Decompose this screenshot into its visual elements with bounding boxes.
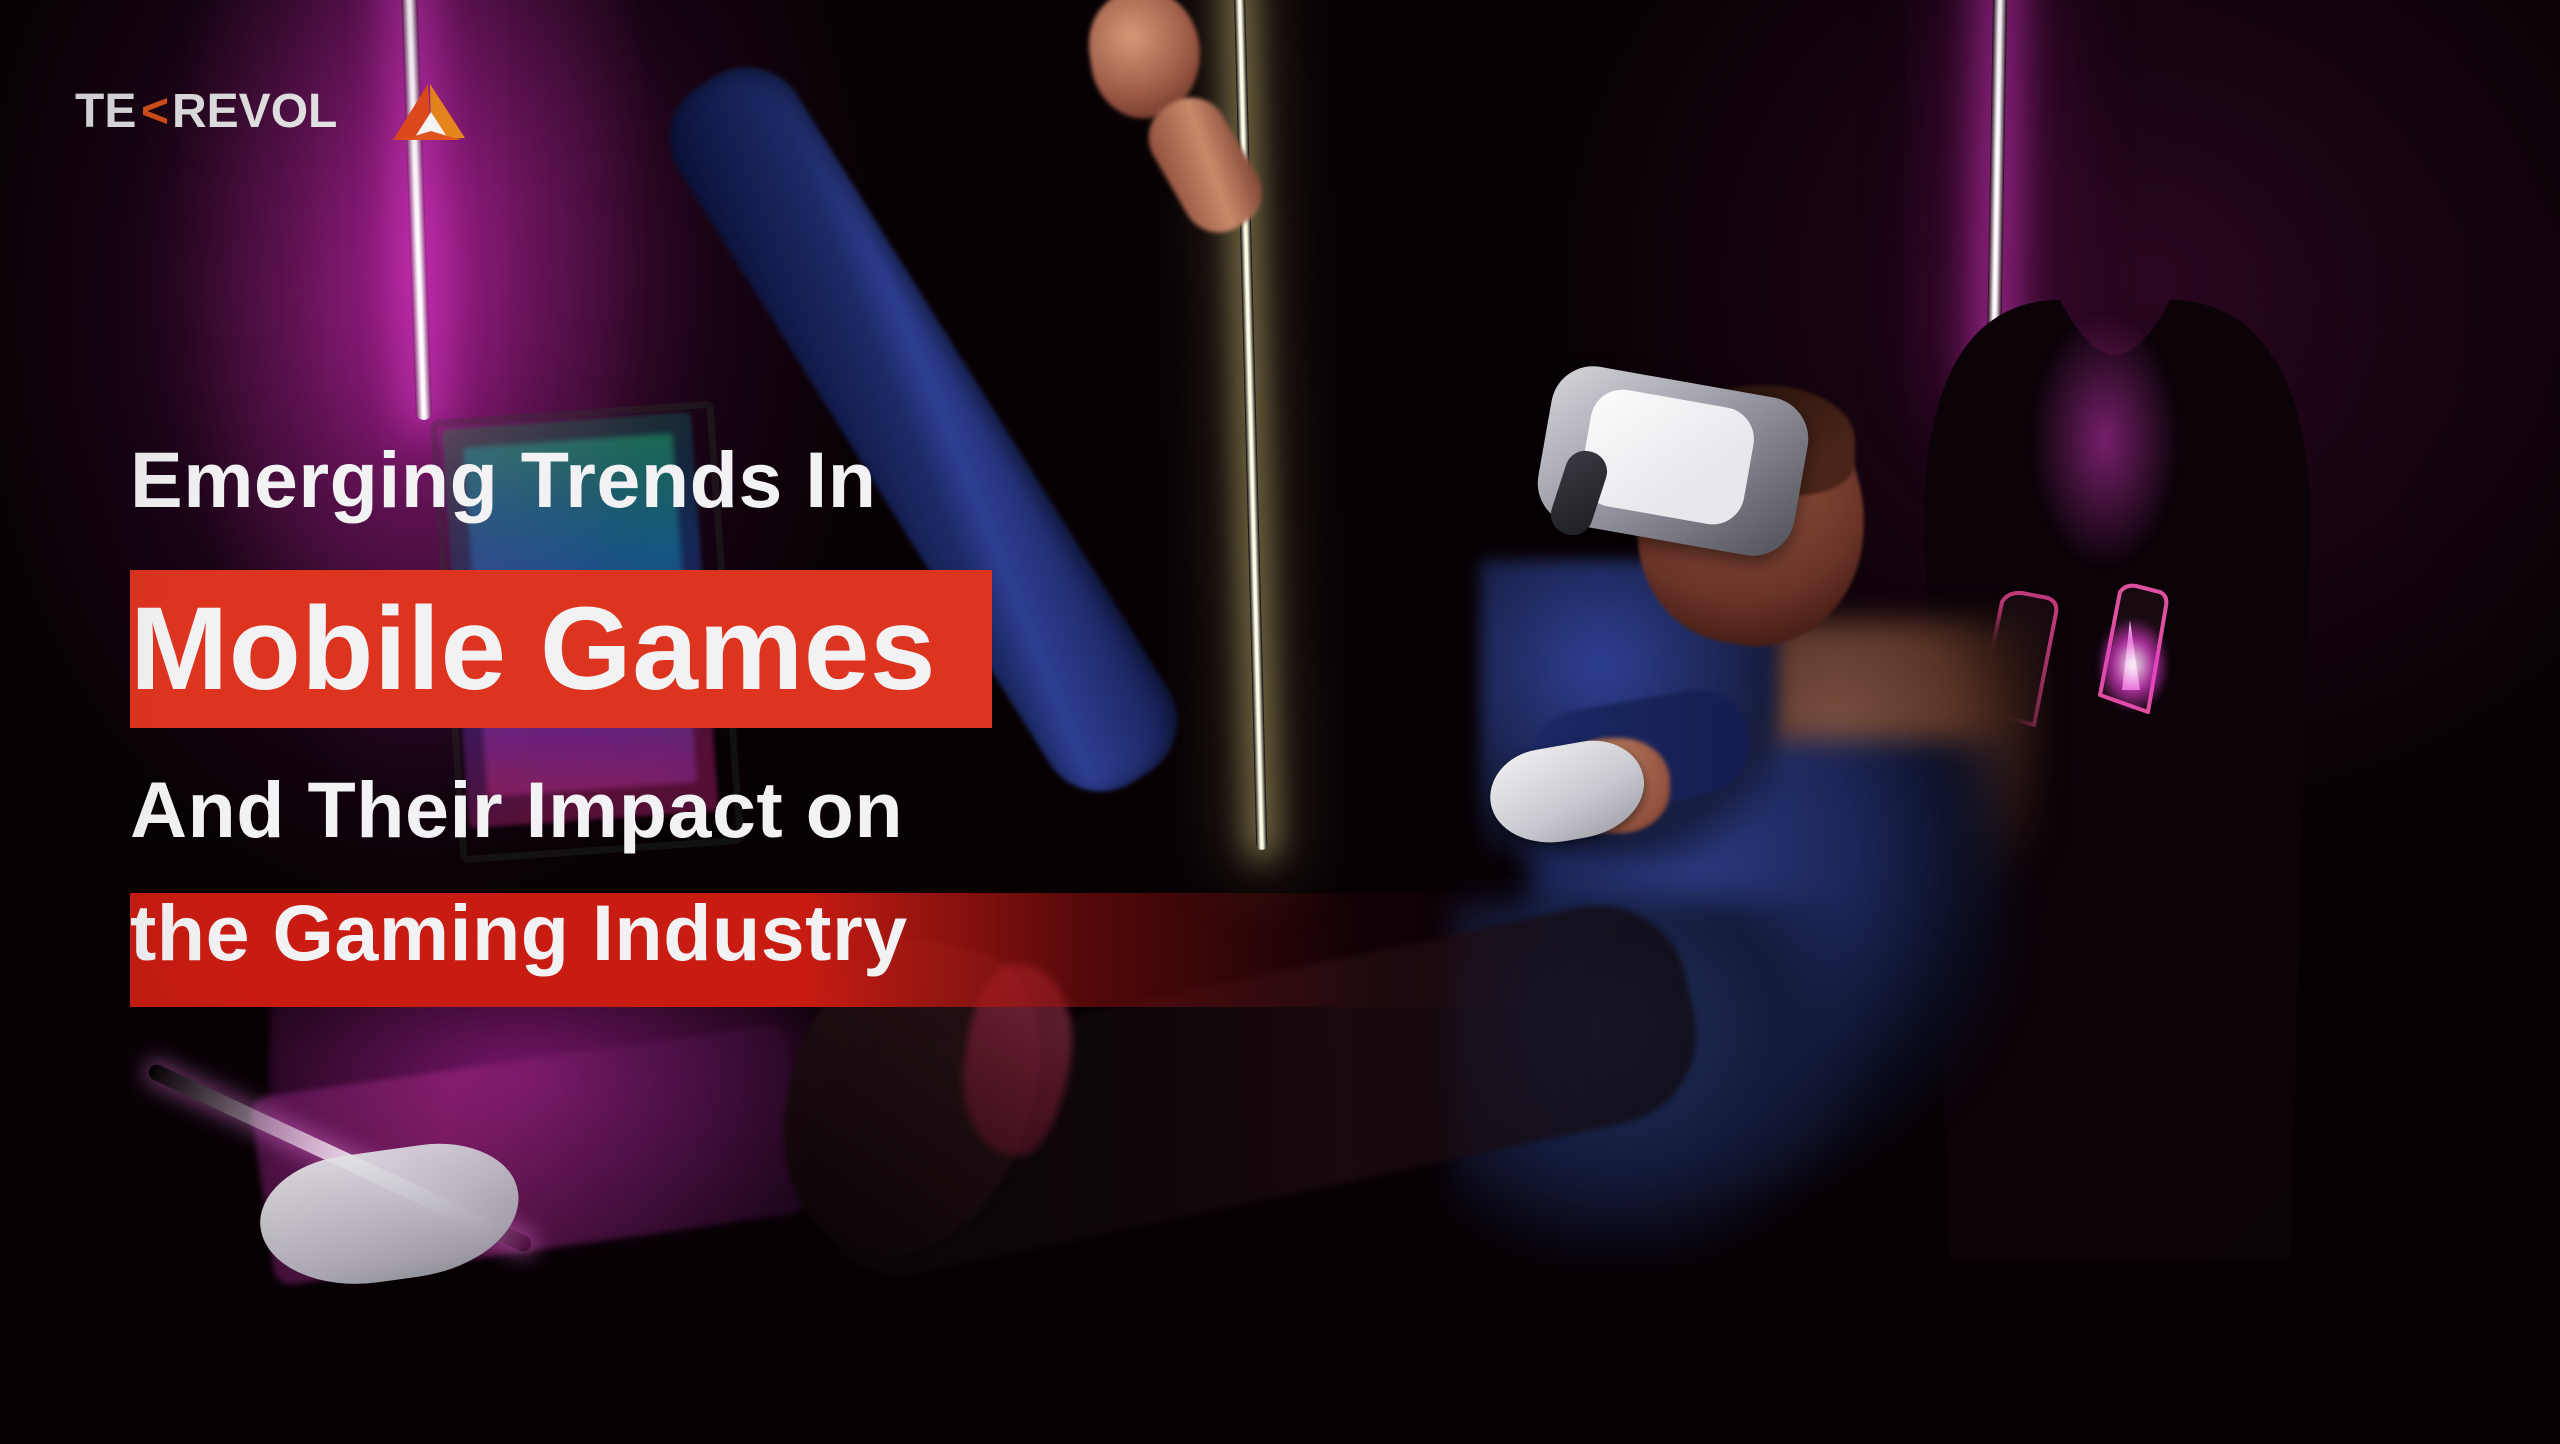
svg-text:TE: TE <box>75 85 136 138</box>
svg-text:<: < <box>141 85 169 138</box>
svg-text:REVOL: REVOL <box>172 85 337 138</box>
